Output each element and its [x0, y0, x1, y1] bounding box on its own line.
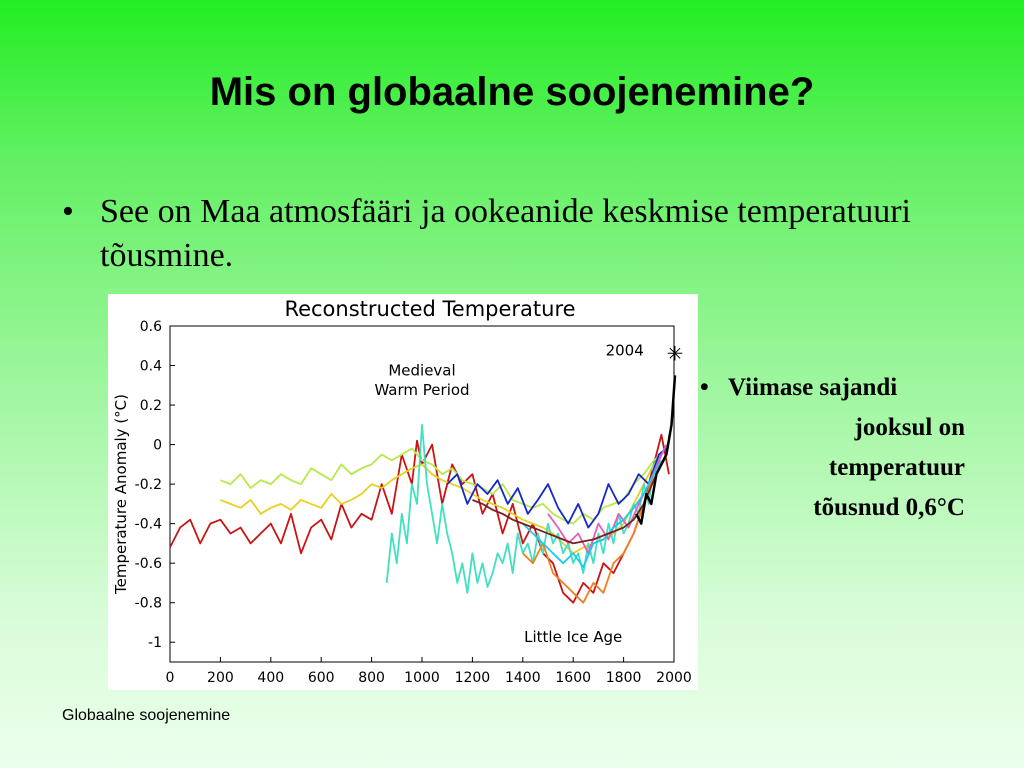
y-tick-label-0: 0.6: [140, 319, 162, 335]
x-tick-label-8: 1600: [555, 670, 591, 686]
footer-text: Globaalne soojenemine: [62, 707, 231, 724]
annotation-3: 2004: [606, 342, 644, 360]
side-bullet-dot: •: [700, 374, 709, 401]
series-line-7: [522, 459, 663, 569]
annotation-1: Warm Period: [374, 381, 469, 399]
x-tick-label-3: 600: [308, 670, 335, 686]
main-bullet: • See on Maa atmosfääri ja ookeanide kes…: [62, 190, 942, 278]
y-tick-label-6: -0.6: [135, 556, 162, 572]
annotation-0: Medieval: [388, 361, 455, 379]
series-line-8: [472, 464, 663, 545]
x-tick-label-0: 0: [166, 670, 175, 686]
x-tick-label-6: 1200: [455, 670, 491, 686]
x-tick-label-2: 400: [257, 670, 284, 686]
slide-title: Mis on globaalne soojenemine?: [209, 70, 815, 114]
x-tick-label-1: 200: [207, 670, 234, 686]
x-tick-label-9: 1800: [606, 670, 642, 686]
y-axis-label: Temperature Anomaly (°C): [112, 394, 130, 595]
series-line-9: [635, 375, 677, 525]
side-bullet: • Viimase sajandi jooksul on temperatuur…: [700, 368, 965, 528]
y-tick-label-7: -0.8: [135, 596, 162, 612]
plot-frame: [169, 325, 675, 663]
series-line-2: [220, 447, 662, 525]
bullet-dot: •: [62, 193, 74, 230]
series-line-1: [220, 453, 663, 555]
side-bullet-line-2: jooksul on: [854, 414, 965, 441]
y-tick-label-3: 0: [153, 438, 162, 454]
x-tick-label-10: 2000: [656, 670, 692, 686]
y-tick-label-2: 0.2: [140, 398, 162, 414]
series-line-5: [522, 454, 663, 604]
y-tick-label-5: -0.4: [135, 517, 162, 533]
side-bullet-line-1: Viimase sajandi: [728, 374, 898, 401]
chart-title: Reconstructed Temperature: [284, 297, 575, 321]
side-bullet-line-4: tõusnud 0,6°C: [813, 494, 965, 521]
y-tick-label-4: -0.2: [135, 477, 162, 493]
main-bullet-text: See on Maa atmosfääri ja ookeanide keskm…: [100, 193, 911, 274]
side-bullet-line-3: temperatuur: [828, 454, 965, 481]
marker-2004-star: ✳: [667, 342, 684, 366]
x-tick-label-5: 1000: [404, 670, 440, 686]
annotation-2: Little Ice Age: [524, 628, 622, 646]
temperature-chart: Reconstructed Temperature Temperature An…: [108, 294, 698, 690]
series-line-4: [446, 447, 667, 529]
x-tick-label-4: 800: [358, 670, 385, 686]
x-tick-label-7: 1400: [505, 670, 541, 686]
temperature-chart-svg: Reconstructed Temperature Temperature An…: [112, 297, 692, 686]
y-tick-label-1: 0.4: [140, 359, 162, 375]
y-tick-label-8: -1: [148, 635, 162, 651]
